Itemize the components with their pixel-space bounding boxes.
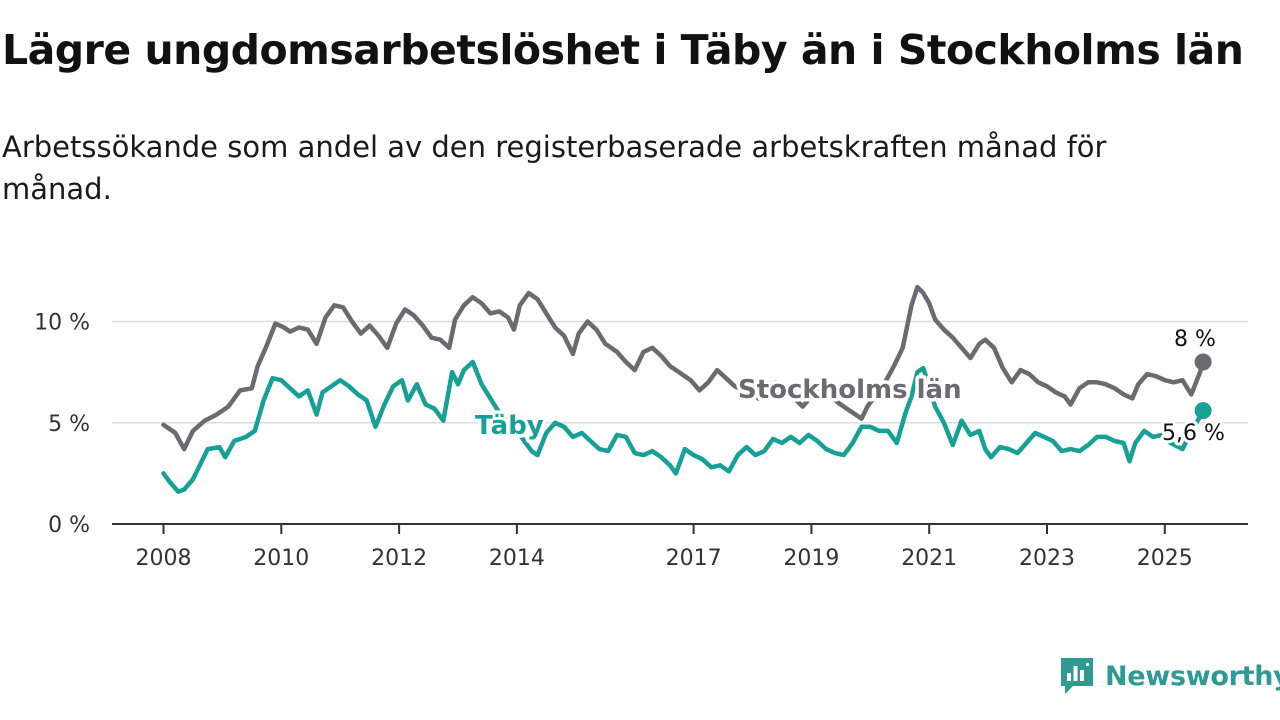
newsworthy-brand[interactable]: Newsworthy <box>1059 655 1280 697</box>
x-tick-label: 2012 <box>371 546 427 571</box>
series-labels: Stockholms län 8 % Täby 5,6 % <box>472 324 1228 449</box>
x-tick-label: 2021 <box>901 546 957 571</box>
x-tick-label: 2019 <box>783 546 839 571</box>
series-label-taby: Täby <box>475 411 544 441</box>
series-line-taby <box>161 359 1206 494</box>
series-label-stockholm: Stockholms län <box>738 375 962 405</box>
series-line-stockholm <box>161 284 1206 452</box>
newsworthy-logo-icon <box>1061 658 1093 694</box>
x-tick-label: 2025 <box>1137 546 1193 571</box>
x-tick-label: 2014 <box>489 546 545 571</box>
end-value-label-taby: 5,6 % <box>1162 421 1225 446</box>
brand-name: Newsworthy <box>1105 660 1280 692</box>
end-marker-taby <box>1194 402 1212 420</box>
y-tick-label: 0 % <box>48 513 90 538</box>
end-marker-stockholm <box>1194 353 1212 371</box>
y-tick-label: 5 % <box>48 412 90 437</box>
chart-subtitle: Arbetssökande som andel av den registerb… <box>2 130 1107 206</box>
chart-title: Lägre ungdomsarbetslöshet i Täby än i St… <box>2 26 1244 74</box>
x-tick-label: 2010 <box>253 546 309 571</box>
axes: 0 % 5 % 10 % 2008 2010 2012 2014 2017 2019 2021 20… <box>34 311 1248 571</box>
end-value-label-stockholm: 8 % <box>1174 327 1216 352</box>
y-tick-label: 10 % <box>34 311 90 336</box>
x-tick-label: 2008 <box>136 546 192 571</box>
x-tick-label: 2023 <box>1019 546 1075 571</box>
gridlines <box>112 320 1248 424</box>
x-tick-label: 2017 <box>666 546 722 571</box>
series-lines <box>161 284 1212 494</box>
